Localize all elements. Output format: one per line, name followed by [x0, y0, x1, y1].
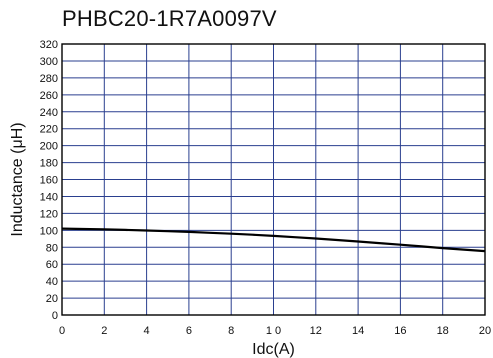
chart-title: PHBC20-1R7A0097V: [62, 6, 277, 31]
y-tick-label: 140: [40, 191, 58, 203]
x-tick-label: 0: [59, 325, 65, 337]
y-tick-label: 160: [40, 175, 58, 187]
x-tick-label: 20: [479, 325, 491, 337]
y-tick-label: 80: [46, 242, 58, 254]
y-tick-label: 40: [46, 276, 58, 288]
x-tick-label: 1 0: [266, 325, 281, 337]
y-tick-label: 180: [40, 158, 58, 170]
plot-frame: [61, 43, 486, 316]
y-ticks: 0 20 40 60 80 100 120 140 160 180 200 220 240 260 280 3…: [40, 39, 58, 322]
x-tick-label: 4: [144, 325, 150, 337]
y-tick-label: 200: [40, 141, 58, 153]
series-line: [61, 227, 486, 253]
y-tick-label: 0: [52, 310, 58, 322]
y-tick-label: 320: [40, 39, 58, 51]
y-axis-label: Inductance (μH): [9, 122, 26, 236]
x-tick-label: 16: [394, 325, 406, 337]
y-tick-label: 60: [46, 259, 58, 271]
y-tick-label: 260: [40, 90, 58, 102]
y-tick-label: 100: [40, 225, 58, 237]
series-group: [61, 227, 486, 253]
plot-border: [61, 43, 486, 316]
y-tick-label: 300: [40, 56, 58, 68]
y-tick-label: 220: [40, 124, 58, 136]
y-tick-label: 240: [40, 107, 58, 119]
x-ticks: 0 2 4 6 8 1 0 12 14 16 18 20: [59, 325, 491, 337]
x-tick-label: 6: [186, 325, 192, 337]
x-axis-label: Idc(A): [252, 341, 295, 358]
y-tick-label: 20: [46, 293, 58, 305]
grid: [61, 43, 486, 316]
y-tick-label: 120: [40, 208, 58, 220]
x-tick-label: 12: [310, 325, 322, 337]
x-tick-label: 18: [437, 325, 449, 337]
x-tick-label: 2: [101, 325, 107, 337]
y-tick-label: 280: [40, 73, 58, 85]
x-tick-label: 14: [352, 325, 364, 337]
x-tick-label: 8: [228, 325, 234, 337]
